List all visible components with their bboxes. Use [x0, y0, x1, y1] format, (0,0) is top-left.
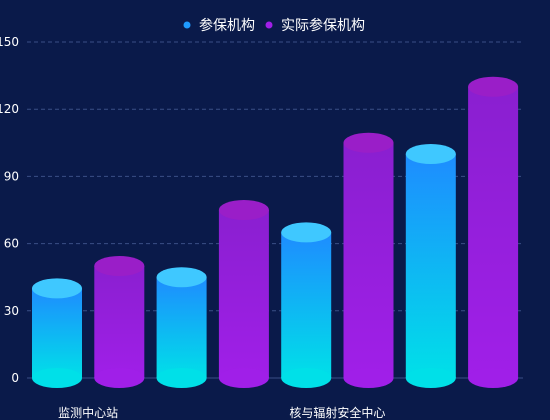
y-axis: 0 30 60 90 120 150 — [0, 35, 19, 385]
y-tick-label: 150 — [0, 35, 19, 49]
bar-body — [32, 288, 82, 378]
bar-series2-0[interactable] — [94, 256, 145, 388]
x-tick-label: 监测中心站 — [58, 405, 118, 420]
bar-base — [281, 368, 332, 388]
y-tick-label: 30 — [4, 304, 19, 318]
bar-cap — [218, 200, 269, 220]
bar-base — [218, 368, 269, 388]
bar-base — [405, 368, 456, 388]
y-tick-label: 0 — [11, 371, 19, 385]
legend[interactable]: 参保机构 实际参保机构 — [183, 17, 366, 34]
x-axis: 监测中心站 核与辐射安全中心 — [58, 405, 385, 420]
x-tick-label: 核与辐射安全中心 — [289, 405, 385, 420]
bar-series1-1[interactable] — [156, 267, 207, 388]
bar-body — [156, 277, 207, 378]
y-tick-label: 120 — [0, 102, 19, 116]
bar-cap — [32, 278, 82, 299]
bar-cap — [94, 256, 145, 276]
legend-item-1[interactable]: 参保机构 — [183, 17, 256, 34]
bar-body — [218, 210, 269, 378]
bar-cap — [468, 76, 519, 97]
dot-icon — [265, 21, 273, 29]
bar-cap — [343, 132, 394, 153]
bar-body — [281, 232, 332, 378]
bar-body — [405, 154, 456, 378]
legend-item-2[interactable]: 实际参保机构 — [265, 17, 366, 34]
bar-base — [468, 368, 519, 388]
y-tick-label: 60 — [4, 237, 19, 251]
bar-cap — [281, 222, 332, 243]
bar-series2-3[interactable] — [468, 76, 519, 388]
legend-label: 参保机构 — [199, 17, 255, 34]
bar-series2-1[interactable] — [218, 200, 269, 388]
bar-series1-3[interactable] — [405, 144, 456, 388]
bar-body — [468, 86, 519, 379]
bars — [32, 76, 519, 388]
bar-base — [343, 368, 394, 388]
bar-base — [94, 368, 145, 388]
bar-body — [343, 142, 394, 378]
bar-base — [32, 368, 82, 388]
bar-cap — [156, 267, 207, 288]
bar-series2-2[interactable] — [343, 132, 394, 388]
bar-base — [156, 368, 207, 388]
bar-series1-2[interactable] — [281, 222, 332, 388]
bar-series1-0[interactable] — [32, 278, 82, 388]
legend-label: 实际参保机构 — [281, 17, 365, 34]
bar-body — [94, 266, 145, 378]
bar-cap — [405, 144, 456, 164]
y-tick-label: 90 — [4, 169, 19, 183]
dot-icon — [183, 21, 191, 29]
